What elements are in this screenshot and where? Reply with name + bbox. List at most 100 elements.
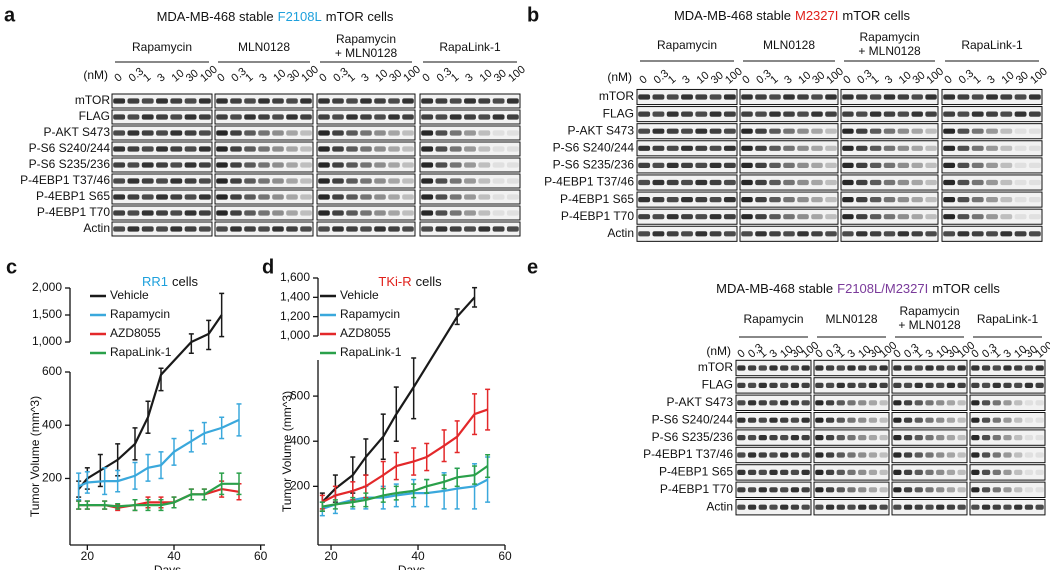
band — [992, 469, 1001, 475]
band — [971, 128, 984, 134]
band — [244, 178, 256, 184]
band — [914, 417, 923, 423]
row-label: P-4EBP1 T37/46 — [643, 447, 733, 461]
band — [825, 231, 837, 237]
band — [156, 226, 168, 232]
band — [506, 98, 519, 104]
band — [272, 98, 284, 104]
band — [360, 114, 372, 120]
blot-title: MDA-MB-468 stable M2327I mTOR cells — [674, 8, 911, 23]
band — [992, 382, 1001, 388]
band — [230, 226, 242, 232]
band — [971, 145, 984, 151]
band — [946, 504, 956, 510]
band — [869, 111, 882, 117]
band — [1014, 128, 1027, 134]
treatment-label: MLN0128 — [825, 312, 877, 326]
band — [780, 452, 789, 458]
band — [388, 226, 400, 232]
band — [769, 197, 781, 203]
x-tick-label: 60 — [498, 549, 512, 563]
band — [797, 214, 809, 220]
band — [216, 210, 228, 216]
concentration-label: 0 — [420, 71, 432, 84]
band — [1003, 469, 1012, 475]
band — [244, 210, 256, 216]
band — [346, 178, 358, 184]
band — [981, 469, 991, 475]
band — [374, 226, 386, 232]
band — [858, 435, 867, 441]
band — [216, 194, 228, 200]
band — [360, 178, 372, 184]
band — [897, 162, 910, 168]
treatment-label: RapaLink-1 — [439, 40, 501, 54]
band — [825, 417, 835, 423]
band — [801, 452, 810, 458]
band — [869, 128, 882, 134]
band — [1000, 197, 1013, 203]
band — [836, 469, 845, 475]
band — [300, 194, 312, 200]
band — [127, 162, 140, 168]
band — [925, 469, 934, 475]
band — [936, 487, 945, 493]
band — [709, 111, 722, 117]
band — [893, 365, 902, 371]
band — [318, 130, 330, 136]
x-tick-label: 20 — [81, 549, 95, 563]
band — [936, 400, 945, 406]
blot-box — [419, 125, 521, 141]
band — [638, 214, 651, 220]
band — [113, 226, 126, 232]
band — [464, 162, 476, 168]
band — [244, 194, 256, 200]
band — [198, 114, 211, 120]
y-tick-label: 1,600 — [280, 270, 310, 284]
band — [758, 435, 767, 441]
band — [198, 162, 211, 168]
band — [318, 178, 330, 184]
concentration-label: 0 — [317, 71, 329, 84]
band — [957, 231, 970, 237]
band — [986, 162, 998, 168]
band — [858, 417, 867, 423]
band — [258, 178, 270, 184]
band — [769, 162, 781, 168]
band — [971, 382, 980, 388]
row-label: P-4EBP1 S65 — [560, 192, 634, 206]
band — [911, 197, 923, 203]
blot-box — [969, 446, 1046, 464]
band — [216, 146, 228, 152]
band — [638, 111, 651, 117]
band — [198, 178, 211, 184]
band — [286, 146, 298, 152]
concentration-label: 1 — [345, 71, 357, 84]
band — [836, 417, 845, 423]
band — [332, 130, 344, 136]
band — [903, 487, 913, 493]
band — [478, 146, 491, 152]
band — [825, 435, 835, 441]
band — [879, 435, 888, 441]
band — [825, 179, 837, 186]
concentration-label: 0 — [112, 71, 124, 84]
concentration-label: 0 — [740, 73, 752, 86]
band — [957, 214, 970, 220]
band — [1000, 145, 1013, 151]
band — [1014, 487, 1023, 493]
band — [272, 210, 284, 216]
band — [113, 130, 126, 136]
band — [946, 400, 956, 406]
band — [681, 111, 693, 117]
band — [981, 365, 991, 371]
band — [842, 145, 854, 151]
band — [971, 365, 980, 371]
band — [737, 382, 746, 388]
band — [652, 128, 665, 134]
band — [868, 504, 878, 510]
band — [825, 487, 835, 493]
band — [1000, 94, 1013, 100]
band — [478, 210, 491, 216]
band — [769, 435, 778, 441]
